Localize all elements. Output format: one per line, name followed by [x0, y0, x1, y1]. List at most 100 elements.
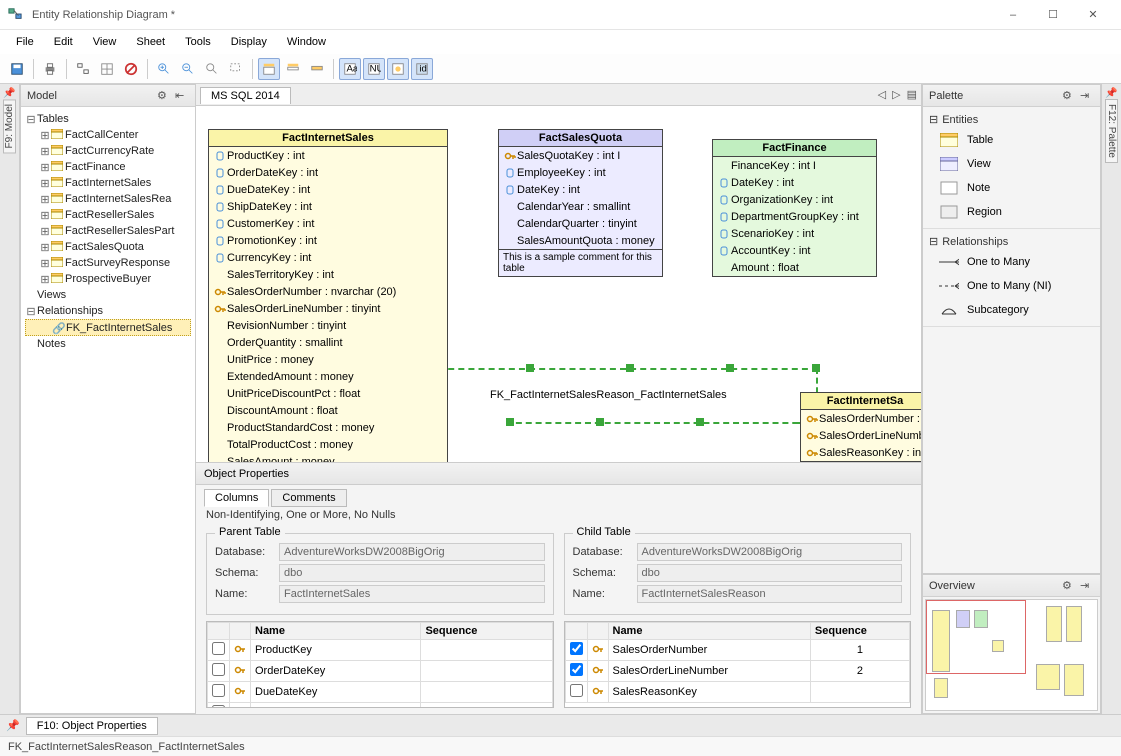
entity-column[interactable]: DueDateKey : int [209, 181, 447, 198]
entity-column[interactable]: SalesReasonKey : in [801, 444, 921, 461]
entity-column[interactable]: SalesTerritoryKey : int [209, 266, 447, 283]
entity-column[interactable]: ScenarioKey : int [713, 225, 876, 242]
child-columns-table[interactable]: NameSequence SalesOrderNumber1SalesOrder… [564, 621, 912, 708]
print-button[interactable] [39, 58, 61, 80]
pin-icon[interactable]: 📌 [6, 719, 20, 732]
pal-table[interactable]: Table [929, 128, 1094, 152]
pal-note[interactable]: Note [929, 176, 1094, 200]
pal-view[interactable]: View [929, 152, 1094, 176]
column-row[interactable]: ProductKey [208, 640, 553, 661]
overview-canvas[interactable] [925, 599, 1098, 711]
entity-column[interactable]: CalendarQuarter : tinyint [499, 215, 662, 232]
parent-schema[interactable]: dbo [279, 564, 545, 582]
right-sidetab-label[interactable]: F12: Palette [1105, 99, 1118, 163]
grid-button[interactable] [96, 58, 118, 80]
diagram-canvas[interactable]: FK_FactInternetSalesReason_FactInternetS… [196, 106, 921, 462]
menu-view[interactable]: View [83, 34, 127, 50]
entity-column[interactable]: ProductStandardCost : money [209, 419, 447, 436]
collapse-icon[interactable]: ⇥ [1080, 579, 1094, 593]
tables-node[interactable]: Tables [37, 113, 69, 125]
table-node[interactable]: ⊞FactCurrencyRate [25, 143, 191, 159]
save-button[interactable] [6, 58, 28, 80]
relationships-node[interactable]: Relationships [37, 305, 103, 317]
entity-column[interactable]: ExtendedAmount : money [209, 368, 447, 385]
toggle-null-button[interactable]: NUL [363, 58, 385, 80]
zoom-out-button[interactable] [177, 58, 199, 80]
entity-column[interactable]: SalesOrderNumber : nvarchar (20) [209, 283, 447, 300]
menu-tools[interactable]: Tools [175, 34, 221, 50]
entity-column[interactable]: CurrencyKey : int [209, 249, 447, 266]
column-row[interactable]: SalesOrderLineNumber2 [565, 661, 910, 682]
pal-rel-hdr[interactable]: Relationships [942, 236, 1008, 248]
entity-column[interactable]: ProductKey : int [209, 147, 447, 164]
menu-file[interactable]: File [6, 34, 44, 50]
tab-list-icon[interactable]: ▤ [907, 88, 917, 101]
tab-next-icon[interactable]: ▷ [892, 88, 900, 101]
entity-column[interactable]: AccountKey : int [713, 242, 876, 259]
column-checkbox[interactable] [212, 642, 225, 655]
bottom-tab-objprops[interactable]: F10: Object Properties [26, 717, 158, 735]
pal-one-to-many-ni[interactable]: One to Many (NI) [929, 274, 1094, 298]
forbidden-button[interactable] [120, 58, 142, 80]
left-sidetab-label[interactable]: F9: Model [3, 99, 16, 153]
entity-column[interactable]: SalesOrderNumber : [801, 410, 921, 427]
entity-column[interactable]: ShipDateKey : int [209, 198, 447, 215]
entity-column[interactable]: CalendarYear : smallint [499, 198, 662, 215]
selected-relationship[interactable]: FK_FactInternetSales [66, 322, 172, 334]
entity-column[interactable]: DateKey : int [499, 181, 662, 198]
display-name-button[interactable] [306, 58, 328, 80]
entity-column[interactable]: PromotionKey : int [209, 232, 447, 249]
gear-icon[interactable]: ⚙ [1062, 89, 1076, 103]
display-cols-button[interactable] [258, 58, 280, 80]
minimize-button[interactable]: – [993, 0, 1033, 30]
menu-window[interactable]: Window [277, 34, 336, 50]
table-node[interactable]: ⊞FactInternetSales [25, 175, 191, 191]
column-checkbox[interactable] [212, 663, 225, 676]
entity-column[interactable]: CustomerKey : int [209, 215, 447, 232]
menu-display[interactable]: Display [221, 34, 277, 50]
toggle-types-button[interactable]: Aa [339, 58, 361, 80]
tab-comments[interactable]: Comments [271, 489, 346, 507]
entity-header[interactable]: FactFinance [713, 140, 876, 157]
table-node[interactable]: ⊞FactFinance [25, 159, 191, 175]
collapse-icon[interactable]: ⇥ [1080, 89, 1094, 103]
column-checkbox[interactable] [212, 705, 225, 708]
model-tree[interactable]: ⊟Tables ⊞FactCallCenter⊞FactCurrencyRate… [21, 107, 195, 713]
display-keys-button[interactable] [282, 58, 304, 80]
entity-column[interactable]: DiscountAmount : float [209, 402, 447, 419]
column-checkbox[interactable] [570, 642, 583, 655]
column-checkbox[interactable] [570, 663, 583, 676]
child-schema[interactable]: dbo [637, 564, 903, 582]
column-row[interactable]: SalesOrderNumber1 [565, 640, 910, 661]
notes-node[interactable]: Notes [37, 338, 66, 350]
entity-header[interactable]: FactSalesQuota [499, 130, 662, 147]
table-node[interactable]: ⊞FactCallCenter [25, 127, 191, 143]
collapse-icon[interactable]: ⇤ [175, 89, 189, 103]
entity-column[interactable]: SalesOrderLineNumb [801, 427, 921, 444]
entity-column[interactable]: Amount : float [713, 259, 876, 276]
zoom-region-button[interactable] [225, 58, 247, 80]
entity-factSalesQuota[interactable]: FactSalesQuotaSalesQuotaKey : int IEmplo… [498, 129, 663, 277]
diagram-tab[interactable]: MS SQL 2014 [200, 87, 291, 104]
tab-prev-icon[interactable]: ◁ [878, 88, 886, 101]
maximize-button[interactable]: ☐ [1033, 0, 1073, 30]
child-db[interactable]: AdventureWorksDW2008BigOrig [637, 543, 903, 561]
entity-column[interactable]: DepartmentGroupKey : int [713, 208, 876, 225]
entity-column[interactable]: DateKey : int [713, 174, 876, 191]
column-row[interactable]: ShipDateKey [208, 703, 553, 709]
entity-column[interactable]: SalesAmountQuota : money [499, 232, 662, 249]
entity-column[interactable]: FinanceKey : int I [713, 157, 876, 174]
entity-factInternetSalesReason[interactable]: FactInternetSaSalesOrderNumber :SalesOrd… [800, 392, 921, 462]
entity-header[interactable]: FactInternetSales [209, 130, 447, 147]
column-row[interactable]: SalesReasonKey [565, 682, 910, 703]
toggle-identity-button[interactable]: id [411, 58, 433, 80]
gear-icon[interactable]: ⚙ [1062, 579, 1076, 593]
entity-column[interactable]: SalesAmount : money [209, 453, 447, 462]
pal-entities-hdr[interactable]: Entities [942, 114, 978, 126]
zoom-in-button[interactable] [153, 58, 175, 80]
table-node[interactable]: ⊞FactSalesQuota [25, 239, 191, 255]
table-node[interactable]: ⊞FactSurveyResponse [25, 255, 191, 271]
pin-icon[interactable]: 📌 [1105, 88, 1117, 99]
views-node[interactable]: Views [37, 289, 66, 301]
entity-column[interactable]: EmployeeKey : int [499, 164, 662, 181]
